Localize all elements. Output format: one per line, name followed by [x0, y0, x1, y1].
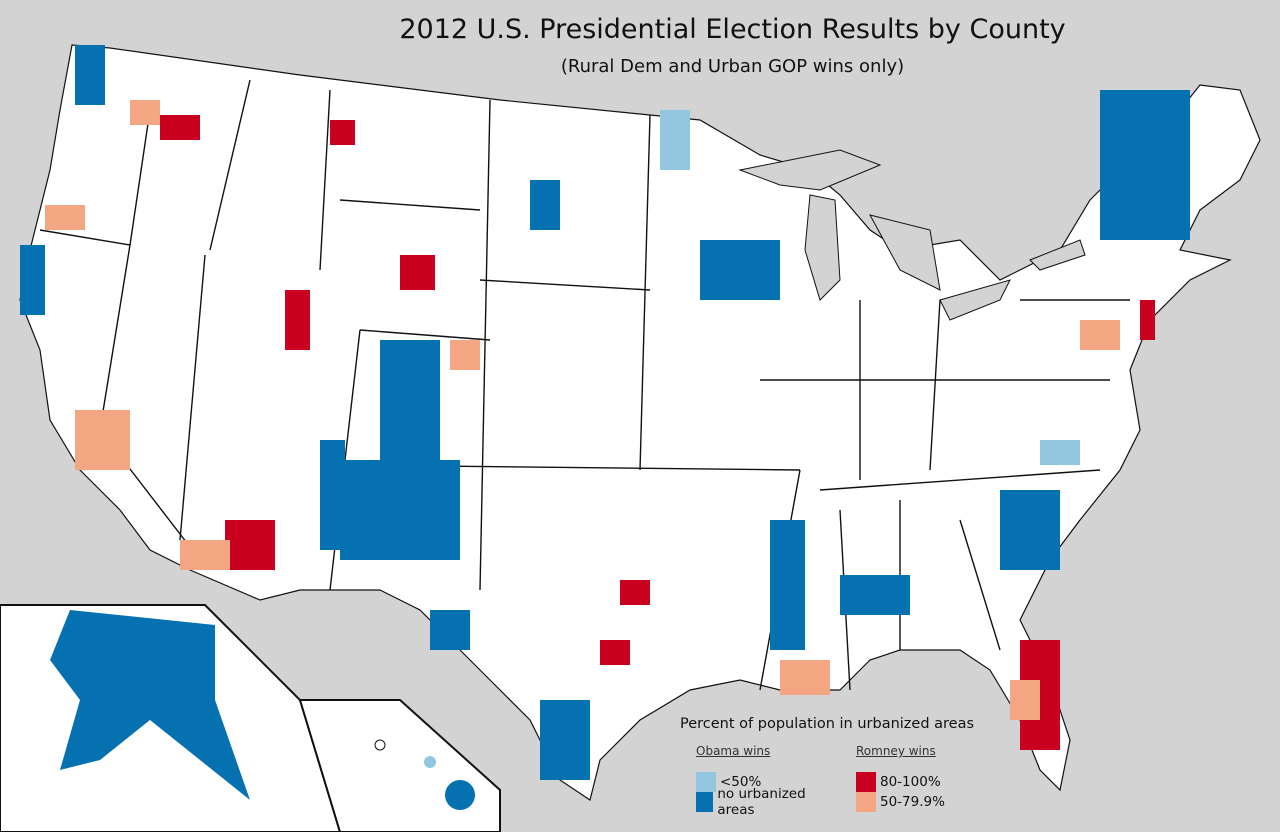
map-title: 2012 U.S. Presidential Election Results … — [399, 14, 1066, 45]
county-fills — [20, 45, 1190, 780]
swatch-blue — [696, 792, 714, 812]
legend-romney-header: Romney wins — [856, 744, 936, 758]
map-subtitle: (Rural Dem and Urban GOP wins only) — [560, 56, 905, 77]
legend: Percent of population in urbanized areas… — [680, 716, 990, 818]
legend-label: 50-79.9% — [880, 794, 945, 810]
legend-heading: Percent of population in urbanized areas — [680, 716, 975, 732]
contiguous-us — [19, 44, 1261, 801]
great-lakes — [738, 149, 1086, 321]
legend-label: <50% — [720, 774, 762, 790]
legend-obama-header: Obama wins — [696, 744, 771, 758]
alaska-inset — [0, 604, 342, 832]
hawaii-inset — [298, 699, 501, 832]
state-borders — [39, 79, 1130, 691]
swatch-red — [856, 772, 876, 792]
swatch-light-blue — [696, 772, 716, 792]
legend-label: no urbanized areas — [717, 786, 806, 818]
legend-label: 80-100% — [880, 774, 941, 790]
swatch-salmon — [856, 792, 876, 812]
